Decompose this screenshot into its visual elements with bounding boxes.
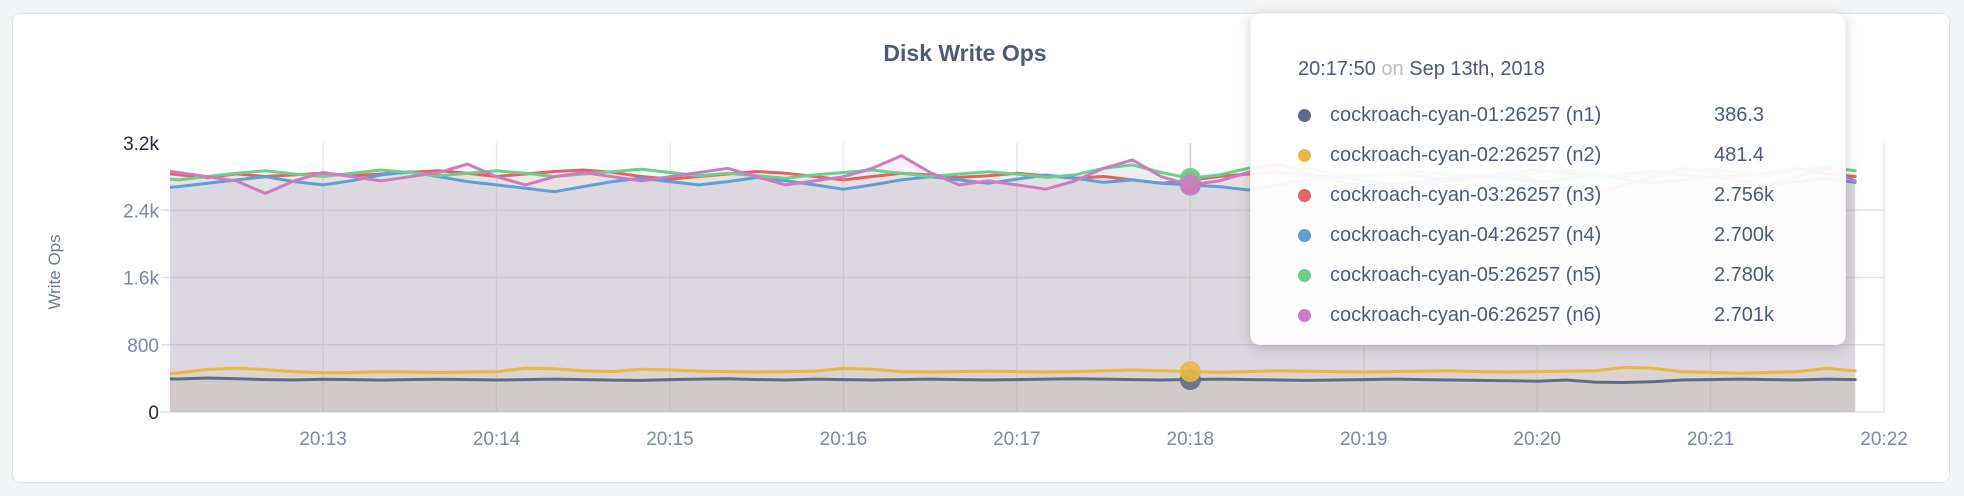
tooltip-header: 20:17:50 on Sep 13th, 2018 [1298,58,1815,81]
tooltip-series-name: cockroach-cyan-03:26257 (n3) [1330,183,1602,206]
tooltip-series-value: 481.4 [1714,143,1765,166]
tooltip-row-n4: cockroach-cyan-04:26257 (n4) 2.700k [1298,215,1815,255]
hover-dot-n2 [1179,361,1201,383]
x-tick-label: 20:21 [1687,429,1735,450]
series-area-n1 [170,378,1856,412]
hover-layer [1179,143,1201,412]
tooltip-series-value: 2.701k [1714,303,1775,326]
tooltip-series-value: 386.3 [1714,103,1765,126]
x-tick-label: 20:20 [1513,429,1561,450]
axis-layer: 3.2k 2.4k 1.6k 800 0 20:13 20:14 20:15 20:16 20:1… [123,134,1908,450]
chart-title: Disk Write Ops [883,40,1047,66]
tooltip-series-value: 2.700k [1714,223,1775,246]
y-tick-label: 800 [127,336,159,357]
x-tick-label: 20:17 [993,429,1041,450]
tooltip-series-name: cockroach-cyan-01:26257 (n1) [1330,103,1602,126]
x-tick-label: 20:14 [473,429,521,450]
series-line-n1 [170,376,1857,384]
x-tick-label: 20:22 [1860,429,1908,450]
tooltip-row-n1: cockroach-cyan-01:26257 (n1) 386.3 [1298,95,1815,135]
tooltip-rows: cockroach-cyan-01:26257 (n1) 386.3 cockroa… [1298,95,1815,335]
tooltip-row-n5: cockroach-cyan-05:26257 (n5) 2.780k [1298,255,1815,295]
hover-dot-n6 [1179,174,1201,196]
series-color-dot-n6 [1298,308,1311,322]
tooltip-series-value: 2.756k [1714,183,1775,206]
y-tick-label: 2.4k [123,201,159,222]
tooltip-row-n2: cockroach-cyan-02:26257 (n2) 481.4 [1298,135,1815,175]
hover-tooltip: 20:17:50 on Sep 13th, 2018 cockroach-cya… [1250,13,1846,345]
series-color-dot-n3 [1298,188,1311,202]
tooltip-series-name: cockroach-cyan-05:26257 (n5) [1330,263,1602,286]
tooltip-date: Sep 13th, 2018 [1409,58,1545,80]
x-tick-label: 20:15 [646,429,694,450]
series-line-n2 [170,365,1857,376]
y-tick-label: 0 [148,403,159,424]
tooltip-series-name: cockroach-cyan-02:26257 (n2) [1330,143,1602,166]
series-color-dot-n4 [1298,228,1311,242]
tooltip-series-name: cockroach-cyan-04:26257 (n4) [1330,223,1602,246]
x-tick-label: 20:13 [299,429,347,450]
tooltip-row-n3: cockroach-cyan-03:26257 (n3) 2.756k [1298,175,1815,215]
y-tick-label: 3.2k [123,134,159,155]
tooltip-conjunction: on [1381,58,1404,80]
x-tick-label: 20:18 [1167,429,1215,450]
series-color-dot-n5 [1298,268,1311,282]
tooltip-series-value: 2.780k [1714,263,1775,286]
tooltip-series-name: cockroach-cyan-06:26257 (n6) [1330,303,1602,326]
x-tick-label: 20:16 [820,429,868,450]
x-tick-label: 20:19 [1340,429,1388,450]
series-color-dot-n1 [1298,108,1311,122]
tooltip-time: 20:17:50 [1298,58,1376,80]
series-color-dot-n2 [1298,148,1311,162]
tooltip-row-n6: cockroach-cyan-06:26257 (n6) 2.701k [1298,295,1815,335]
y-tick-label: 1.6k [123,269,159,290]
